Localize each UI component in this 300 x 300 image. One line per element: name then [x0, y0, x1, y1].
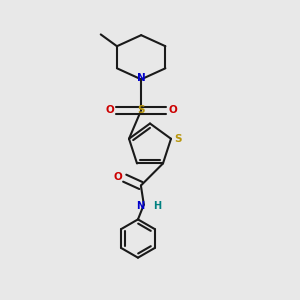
Text: S: S [175, 134, 182, 144]
Text: O: O [114, 172, 123, 182]
Text: O: O [105, 105, 114, 115]
Text: N: N [137, 73, 146, 83]
Text: S: S [137, 105, 145, 115]
Text: N: N [136, 201, 144, 211]
Text: O: O [168, 105, 177, 115]
Text: H: H [153, 201, 161, 211]
